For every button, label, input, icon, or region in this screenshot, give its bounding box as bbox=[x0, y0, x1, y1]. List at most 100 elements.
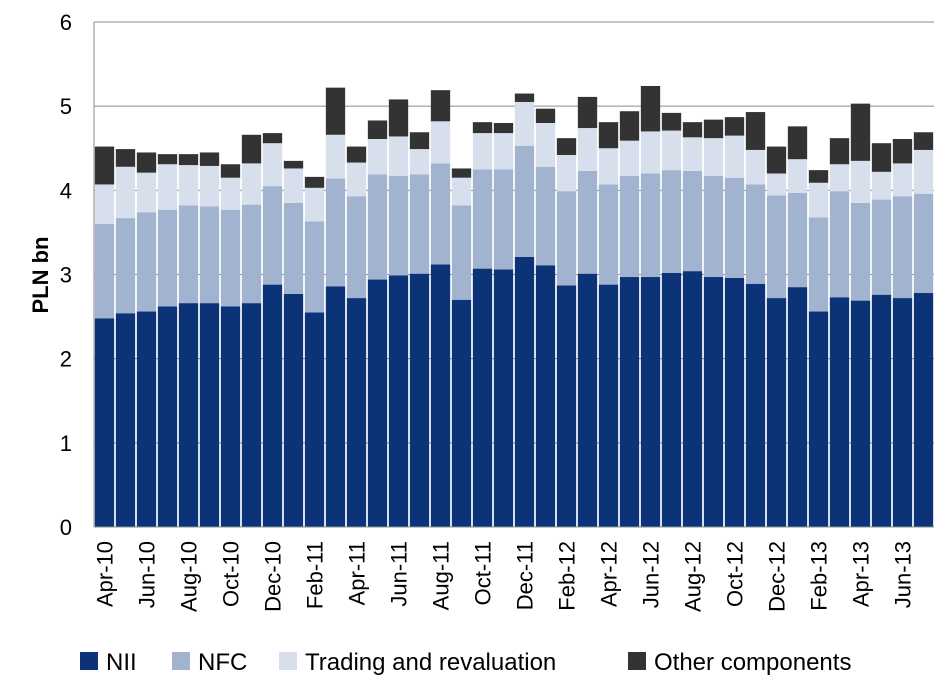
bar-segment bbox=[451, 299, 472, 527]
bar-segment bbox=[766, 298, 787, 527]
bar-segment bbox=[724, 177, 745, 278]
bar-segment bbox=[136, 212, 157, 312]
bar-segment bbox=[724, 117, 745, 136]
x-tick-label: Aug-11 bbox=[429, 541, 454, 610]
bar-segment bbox=[577, 273, 598, 527]
bar-segment bbox=[304, 221, 325, 313]
legend-swatch bbox=[172, 652, 190, 670]
bar-segment bbox=[283, 202, 304, 294]
bar-segment bbox=[262, 143, 283, 187]
bar-segment bbox=[283, 293, 304, 527]
bar-segment bbox=[94, 318, 115, 527]
bar-segment bbox=[808, 182, 829, 218]
bar-segment bbox=[430, 121, 451, 164]
bar-segment bbox=[178, 165, 199, 206]
bar-segment bbox=[178, 205, 199, 304]
x-tick-label: Aug-12 bbox=[681, 541, 706, 612]
bar-segment bbox=[472, 169, 493, 269]
bar-segment bbox=[514, 256, 535, 527]
bar-segment bbox=[199, 303, 220, 527]
bar-segment bbox=[115, 149, 136, 167]
x-tick-label: Feb-11 bbox=[303, 541, 328, 609]
bar-segment bbox=[661, 272, 682, 527]
bar-segment bbox=[766, 146, 787, 174]
bar-segment bbox=[472, 133, 493, 170]
bar-segment bbox=[367, 120, 388, 139]
bar-segment bbox=[346, 298, 367, 527]
bar-segment bbox=[283, 168, 304, 203]
y-tick-label: 5 bbox=[60, 94, 72, 119]
bar-segment bbox=[598, 122, 619, 149]
bar-segment bbox=[220, 164, 241, 178]
bar-segment bbox=[535, 166, 556, 266]
bar-segment bbox=[745, 149, 766, 185]
bar-segment bbox=[850, 202, 871, 301]
x-tick-label: Oct-12 bbox=[723, 541, 748, 607]
bar-segment bbox=[682, 122, 703, 138]
bar-segment bbox=[451, 177, 472, 206]
bar-segment bbox=[346, 196, 367, 299]
bar-segment bbox=[598, 184, 619, 285]
bar-segment bbox=[808, 170, 829, 183]
x-tick-label: Jun-11 bbox=[387, 541, 412, 607]
x-tick-label: Feb-12 bbox=[555, 541, 580, 611]
y-tick-label: 1 bbox=[60, 431, 72, 456]
bar-segment bbox=[325, 87, 346, 135]
bar-segment bbox=[367, 279, 388, 527]
x-tick-label: Apr-10 bbox=[93, 541, 118, 607]
bar-segment bbox=[304, 176, 325, 188]
x-tick-label: Oct-10 bbox=[219, 541, 244, 607]
bar-segment bbox=[514, 93, 535, 102]
bar-segment bbox=[325, 178, 346, 287]
y-tick-label: 2 bbox=[60, 347, 72, 372]
bar-segment bbox=[493, 169, 514, 270]
bar-segment bbox=[703, 176, 724, 278]
bar-segment bbox=[304, 187, 325, 222]
bar-segment bbox=[367, 138, 388, 175]
bar-segment bbox=[892, 196, 913, 299]
bar-segment bbox=[556, 191, 577, 286]
bar-segment bbox=[325, 286, 346, 527]
bar-segment bbox=[178, 303, 199, 527]
x-tick-label: Jun-10 bbox=[135, 541, 160, 608]
bar-segment bbox=[808, 311, 829, 527]
y-tick-label: 0 bbox=[60, 515, 72, 540]
legend-swatch bbox=[628, 652, 646, 670]
bar-segment bbox=[703, 138, 724, 177]
y-tick-label: 4 bbox=[60, 178, 72, 203]
bar-segment bbox=[220, 177, 241, 210]
bar-segment bbox=[115, 166, 136, 219]
x-tick-label: Apr-12 bbox=[597, 541, 622, 607]
bar-segment bbox=[220, 209, 241, 307]
bar-segment bbox=[409, 149, 430, 175]
bar-segment bbox=[535, 108, 556, 123]
bar-segment bbox=[136, 172, 157, 213]
bar-segment bbox=[199, 206, 220, 304]
x-tick-label: Dec-10 bbox=[261, 541, 286, 612]
bar-segment bbox=[619, 277, 640, 527]
bar-segment bbox=[262, 133, 283, 144]
bar-segment bbox=[892, 138, 913, 164]
bar-segment bbox=[241, 303, 262, 527]
legend-swatch bbox=[80, 652, 98, 670]
x-tick-label: Dec-11 bbox=[513, 541, 538, 610]
bar-segment bbox=[766, 173, 787, 196]
bar-segment bbox=[178, 154, 199, 166]
bar-segment bbox=[556, 138, 577, 155]
bar-segment bbox=[829, 138, 850, 165]
bar-segment bbox=[430, 163, 451, 265]
x-tick-label: Oct-11 bbox=[471, 541, 496, 605]
bar-segment bbox=[640, 85, 661, 132]
bar-segment bbox=[808, 217, 829, 312]
bar-segment bbox=[409, 132, 430, 150]
bar-segment bbox=[619, 176, 640, 278]
legend-label: Trading and revaluation bbox=[305, 649, 556, 676]
bar-segment bbox=[367, 174, 388, 280]
bar-segment bbox=[388, 136, 409, 177]
bar-segment bbox=[682, 271, 703, 527]
bar-segment bbox=[535, 265, 556, 527]
bar-segment bbox=[913, 193, 934, 294]
bar-segment bbox=[598, 148, 619, 185]
bar-segment bbox=[136, 152, 157, 173]
